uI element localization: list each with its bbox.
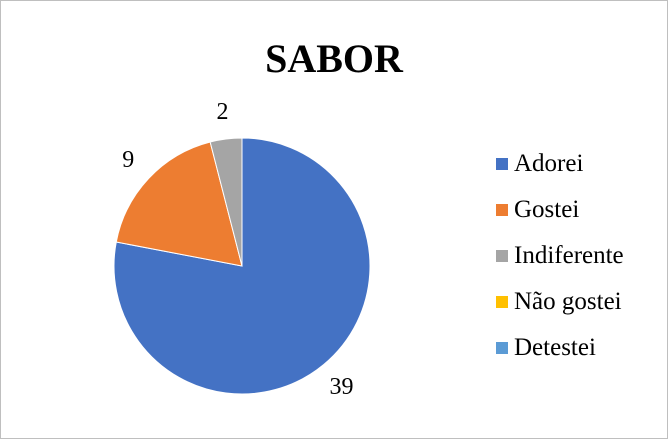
legend-swatch [496,295,508,308]
legend-swatch [496,341,508,354]
legend-label: Gostei [514,195,580,223]
legend-label: Detestei [514,333,596,361]
chart-legend: Adorei Gostei Indiferente Não gostei Det… [496,145,624,375]
pie-slice-gostei [115,141,243,267]
legend-item-detestei: Detestei [496,329,624,366]
legend-label: Não gostei [514,287,622,315]
pie-slice-indiferente [209,137,243,267]
legend-item-adorei: Adorei [496,145,624,182]
legend-swatch [496,249,508,262]
legend-item-gostei: Gostei [496,191,624,228]
legend-label: Indiferente [514,241,624,269]
legend-swatch [496,203,508,216]
legend-item-indiferente: Indiferente [496,237,624,274]
chart-title: SABOR [265,36,403,81]
data-label: 2 [216,99,228,125]
data-label: 9 [122,147,134,173]
data-label: 39 [329,374,353,400]
legend-label: Adorei [514,149,584,177]
legend-swatch [496,157,508,170]
legend-item-nao-gostei: Não gostei [496,283,624,320]
